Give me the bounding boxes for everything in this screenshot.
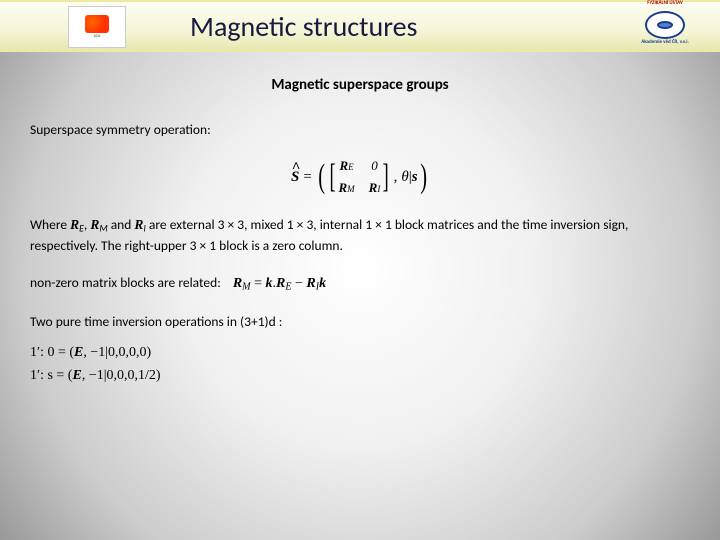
matrix-body: RE 0 RM RI — [338, 156, 380, 197]
institute-logo: FYZIKÁLNÍ ÚSTAV Akademie věd ČR, v.v.i. — [640, 4, 690, 52]
ops-intro: Two pure time inversion operations in (3… — [30, 312, 690, 332]
eye-icon — [645, 11, 685, 39]
where-paragraph: Where RE, RM and RI are external 3 × 3, … — [30, 215, 690, 256]
intro-line: Superspace symmetry operation: — [30, 120, 690, 140]
main-equation: S = ( [ RE 0 RM RI ] , θ | s ) — [30, 156, 690, 197]
eq-lhs: S — [291, 166, 299, 189]
aca-logo: ACA — [68, 6, 126, 48]
subtitle: Magnetic superspace groups — [30, 76, 690, 94]
op1: 1′: 0 = (E, −1|0,0,0,0) — [30, 342, 690, 364]
page-title: Magnetic structures — [190, 9, 418, 44]
logo-right-bottom: Akademie věd ČR, v.v.i. — [641, 39, 689, 45]
sun-icon — [85, 15, 109, 33]
relation-equation: RM = k.RE − RIk — [233, 273, 326, 295]
logo-left-label: ACA — [94, 34, 101, 39]
body-text: Superspace symmetry operation: S = ( [ R… — [30, 120, 690, 387]
header-bar: ACA Magnetic structures FYZIKÁLNÍ ÚSTAV … — [0, 0, 720, 52]
logo-right-top: FYZIKÁLNÍ ÚSTAV — [647, 0, 683, 6]
op2: 1′: s = (E, −1|0,0,0,1/2) — [30, 365, 690, 387]
relation-line: non-zero matrix blocks are related: RM =… — [30, 273, 690, 295]
ops-list: 1′: 0 = (E, −1|0,0,0,0) 1′: s = (E, −1|0… — [30, 342, 690, 387]
content-area: Magnetic superspace groups Superspace sy… — [0, 52, 720, 387]
